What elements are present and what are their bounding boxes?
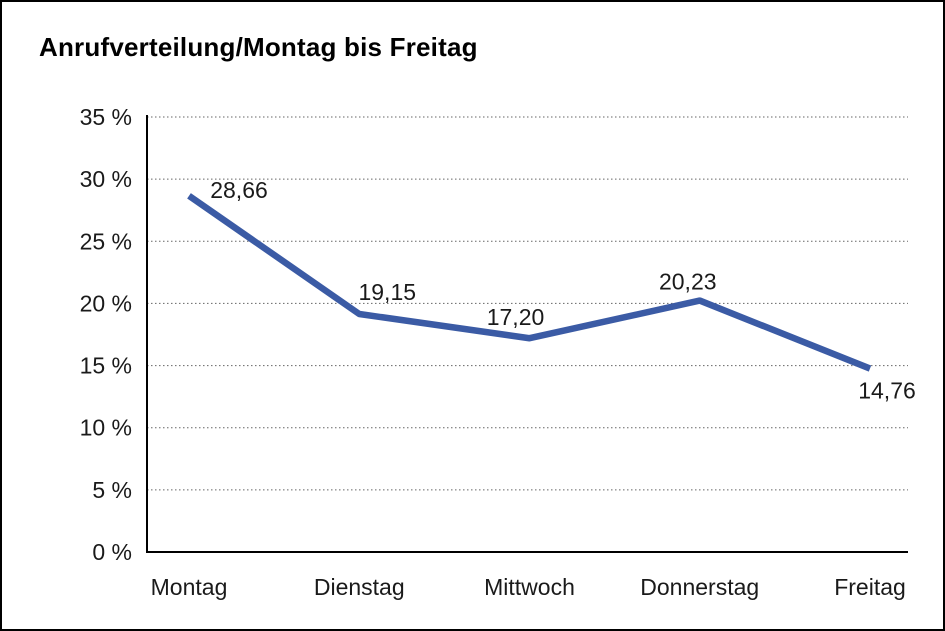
data-label: 14,76 — [858, 378, 916, 404]
y-tick-label: 20 % — [80, 290, 132, 316]
chart-title: Anrufverteilung/Montag bis Freitag — [39, 32, 478, 62]
y-tick-label: 15 % — [80, 353, 132, 379]
y-tick-label: 0 % — [92, 539, 132, 565]
x-tick-label: Montag — [151, 574, 228, 600]
x-tick-label: Dienstag — [314, 574, 405, 600]
x-tick-label: Mittwoch — [484, 574, 575, 600]
data-label: 17,20 — [487, 304, 545, 330]
y-tick-label: 10 % — [80, 415, 132, 441]
data-label: 28,66 — [210, 177, 268, 203]
y-tick-label: 35 % — [80, 104, 132, 130]
x-tick-label: Donnerstag — [640, 574, 759, 600]
data-label: 20,23 — [659, 269, 717, 295]
y-tick-label: 25 % — [80, 228, 132, 254]
x-tick-label: Freitag — [834, 574, 906, 600]
y-tick-label: 5 % — [92, 477, 132, 503]
data-label: 19,15 — [358, 279, 416, 305]
y-tick-label: 30 % — [80, 166, 132, 192]
data-line — [187, 193, 872, 372]
